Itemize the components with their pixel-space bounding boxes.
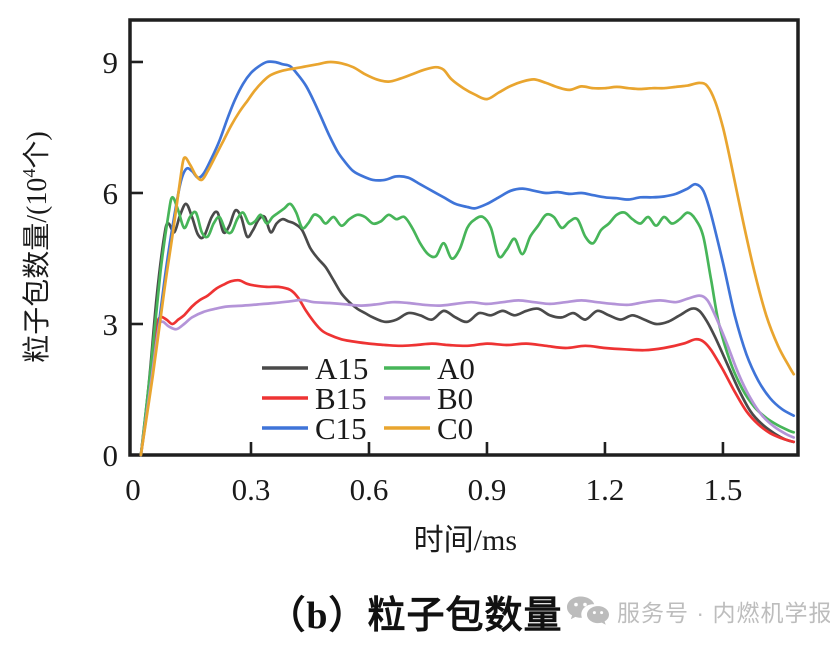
watermark: 服务号 · 内燃机学报	[562, 592, 830, 630]
y-tick-label: 3	[103, 307, 119, 342]
x-axis-title: 时间/ms	[414, 524, 517, 557]
legend-label-A0: A0	[437, 351, 475, 386]
legend-label-B15: B15	[315, 381, 367, 416]
x-tick-label: 0.3	[232, 472, 271, 507]
series-C0	[139, 60, 796, 457]
series-A15	[139, 202, 796, 457]
y-tick-label: 0	[103, 438, 119, 473]
y-tick-label: 6	[103, 176, 119, 211]
y-axis-title: 粒子包数量/(104个)	[19, 131, 53, 362]
x-tick-label: 1.5	[704, 472, 743, 507]
legend-label-C0: C0	[437, 411, 473, 446]
watermark-text: 服务号 · 内燃机学报	[617, 600, 830, 626]
particle-count-line-chart: 0 0.3 0.6 0.9 1.2 1.5 0 3 6 9 时间/ms 粒子包数量/(104个) A15…	[19, 18, 800, 557]
legend-label-A15: A15	[315, 351, 368, 386]
x-tick-label: 0.9	[468, 472, 507, 507]
legend-label-B0: B0	[437, 381, 473, 416]
x-tick-label: 0	[125, 472, 141, 507]
caption-row: （b）粒子包数量 服务号 · 内燃机学报	[0, 584, 830, 640]
wechat-icon	[567, 596, 609, 625]
figure-caption: （b）粒子包数量	[267, 595, 563, 637]
series-C15	[139, 60, 796, 457]
series-B15	[139, 278, 796, 457]
legend-label-C15: C15	[315, 411, 367, 446]
x-tick-label: 0.6	[350, 472, 389, 507]
y-tick-label: 9	[103, 45, 119, 80]
series-B0	[139, 294, 796, 457]
series-A0	[139, 195, 796, 457]
x-tick-label: 1.2	[586, 472, 625, 507]
plot-frame	[128, 18, 800, 457]
